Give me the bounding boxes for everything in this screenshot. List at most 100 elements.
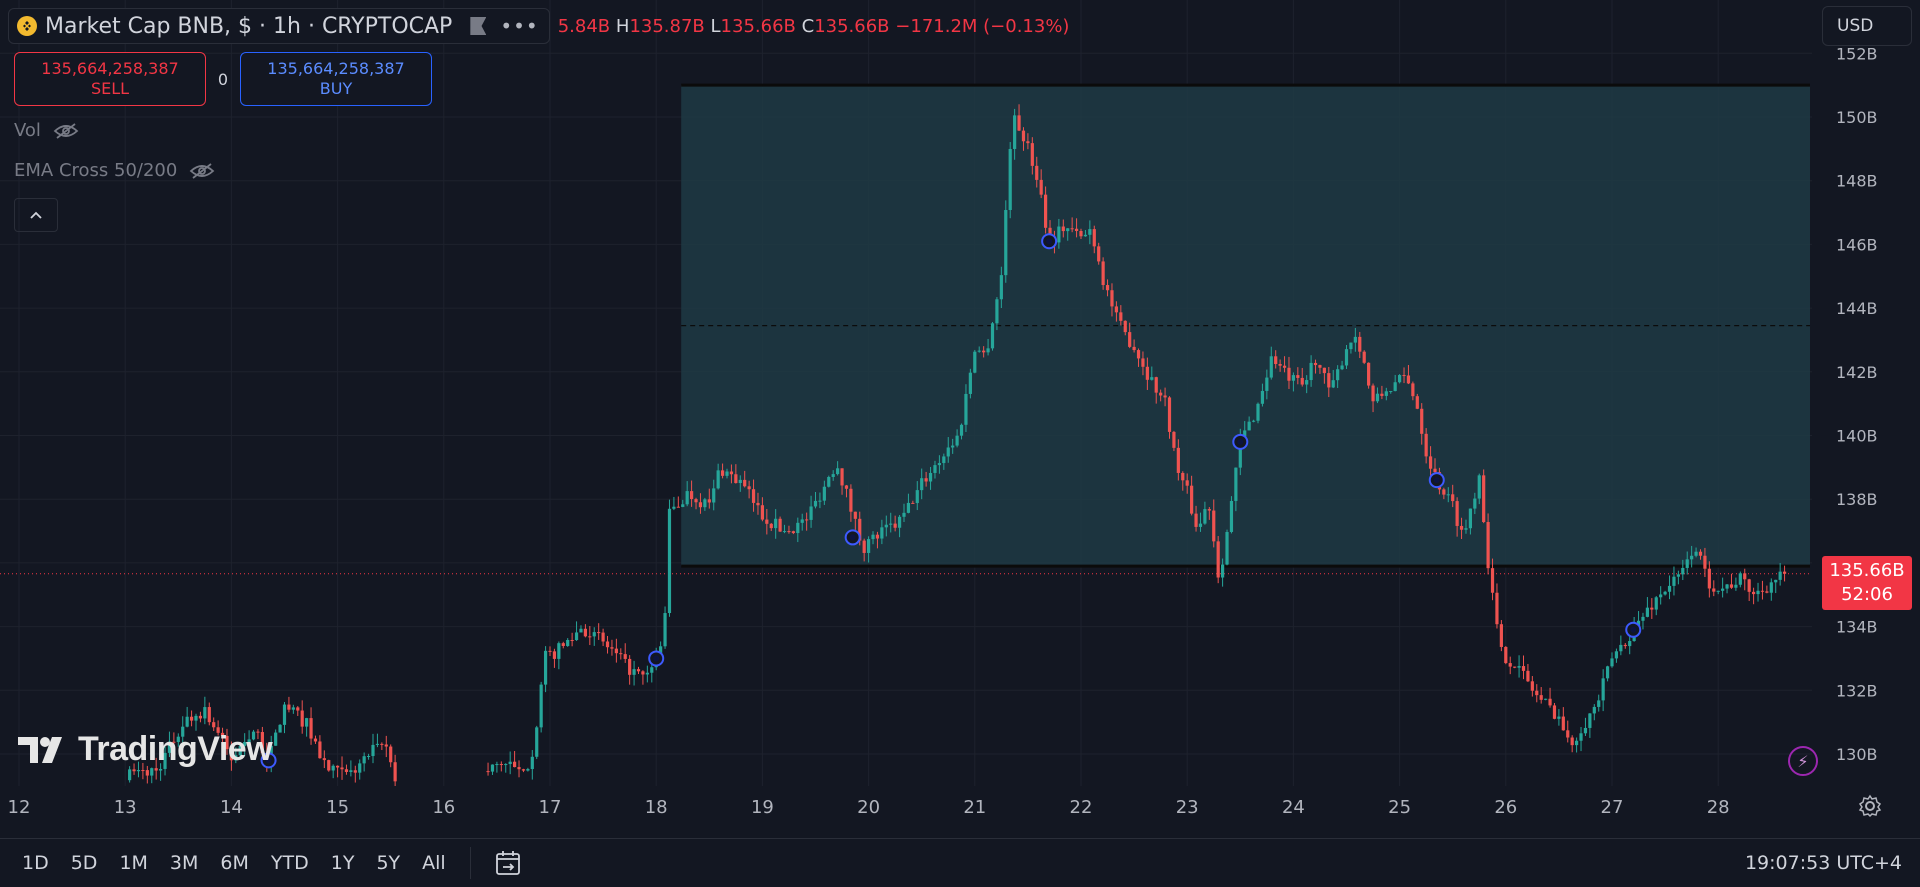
price-tick-label: 150B [1836, 108, 1878, 127]
symbol-title[interactable]: Market Cap BNB, $ · 1h · CRYPTOCAP [45, 13, 453, 39]
candle-body [327, 760, 331, 771]
candle-body [167, 741, 172, 753]
candle-body [1619, 644, 1623, 652]
indicator-ema-cross[interactable]: EMA Cross 50/200 [14, 160, 215, 181]
time-tick-label: 14 [220, 797, 243, 818]
candle-body [1221, 564, 1225, 578]
candle-body [973, 351, 977, 373]
candle-body [287, 704, 291, 710]
candle-body [1238, 438, 1242, 468]
candle-body [933, 465, 937, 473]
clock-timezone[interactable]: 19:07:53 UTC+4 [1744, 852, 1902, 874]
gear-icon[interactable] [1858, 794, 1882, 818]
candle-body [238, 745, 242, 756]
candle-body [247, 739, 251, 743]
range-1d[interactable]: 1D [22, 852, 49, 874]
candle-body [1698, 551, 1703, 556]
candle-body [1597, 700, 1601, 707]
candle-body [1588, 713, 1592, 728]
eye-hidden-icon[interactable] [189, 162, 215, 180]
range-3m[interactable]: 3M [169, 852, 199, 874]
collapse-legend-button[interactable] [14, 198, 58, 232]
candle-body [1411, 383, 1415, 397]
flag-icon[interactable] [470, 17, 487, 35]
more-icon[interactable]: ••• [500, 14, 539, 38]
range-all[interactable]: All [422, 852, 446, 874]
candle-body [1296, 375, 1300, 378]
ema-cross-marker-dot [1237, 438, 1244, 445]
candle-body [853, 511, 857, 519]
candle-body [331, 765, 335, 771]
candle-body [1247, 421, 1251, 431]
candle-body [1756, 590, 1760, 595]
candle-body [513, 761, 517, 768]
candle-body [619, 653, 623, 655]
bar-countdown: 52:06 [1841, 584, 1893, 605]
candle-body [486, 771, 490, 773]
candle-body [1526, 670, 1530, 682]
candle-body [1504, 646, 1508, 664]
range-1m[interactable]: 1M [119, 852, 148, 874]
candle-body [840, 468, 844, 486]
time-axis[interactable]: 12 13 14 15 16 17 18 19 20 21 22 23 24 25 26 27 28 [0, 786, 1812, 838]
candle-body [260, 732, 264, 754]
candle-body [566, 639, 570, 646]
candle-body [694, 499, 698, 503]
candle-body [207, 707, 211, 723]
candle-body [145, 770, 149, 776]
candle-body [818, 500, 822, 502]
candle-body [778, 518, 782, 532]
range-5d[interactable]: 5D [70, 852, 98, 874]
candle-body [1659, 594, 1663, 598]
candle-body [1150, 377, 1154, 380]
candle-body [712, 488, 716, 503]
candle-body [278, 724, 282, 733]
candle-body [1305, 380, 1309, 385]
candle-body [725, 471, 729, 476]
candle-body [225, 735, 229, 750]
lightning-icon[interactable]: ⚡ [1788, 746, 1818, 776]
candle-body [583, 628, 587, 637]
candle-body [999, 275, 1003, 300]
candle-body [1663, 591, 1667, 595]
symbol-pill[interactable]: Market Cap BNB, $ · 1h · CRYPTOCAP ••• [8, 8, 550, 44]
candle-body [716, 470, 720, 489]
candle-body [1482, 475, 1486, 523]
candle-body [159, 768, 163, 771]
buy-button[interactable]: 135,664,258,387 BUY [240, 52, 432, 106]
candle-body [344, 769, 349, 772]
currency-select[interactable]: USD [1822, 6, 1912, 46]
candle-body [1322, 367, 1326, 374]
candle-body [1716, 590, 1720, 592]
candle-body [831, 474, 835, 477]
candle-body [362, 756, 366, 764]
range-ytd[interactable]: YTD [270, 852, 309, 874]
candle-body [1057, 226, 1061, 243]
sell-button[interactable]: 135,664,258,387 SELL [14, 52, 206, 106]
candle-body [1650, 607, 1654, 610]
range-5y[interactable]: 5Y [376, 852, 401, 874]
trade-buttons: 135,664,258,387 SELL 0 135,664,258,387 B… [14, 52, 432, 106]
range-1y[interactable]: 1Y [330, 852, 355, 874]
candle-body [1690, 555, 1694, 560]
candle-body [964, 393, 968, 425]
candle-body [982, 350, 986, 353]
candle-body [1229, 500, 1234, 532]
range-6m[interactable]: 6M [220, 852, 249, 874]
indicator-vol[interactable]: Vol [14, 120, 79, 141]
price-tick-label: 148B [1836, 172, 1878, 191]
go-to-date-calendar-icon[interactable] [493, 848, 523, 878]
candle-body [1013, 115, 1017, 149]
eye-hidden-icon[interactable] [53, 122, 79, 140]
candle-body [296, 707, 300, 711]
price-axis[interactable]: 152B150B148B146B144B142B140B138B136B134B… [1812, 0, 1920, 838]
high-value: 135.87B [629, 15, 705, 37]
candle-body [822, 486, 826, 501]
candle-body [1451, 494, 1455, 502]
ema-cross-marker-dot [1046, 238, 1053, 245]
candle-body [203, 707, 207, 719]
candle-body [1243, 430, 1247, 439]
candle-body [946, 447, 950, 457]
candle-body [309, 718, 313, 739]
